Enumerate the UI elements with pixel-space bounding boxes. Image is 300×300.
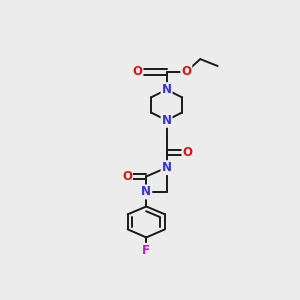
Text: N: N <box>141 185 151 198</box>
Text: N: N <box>161 161 172 174</box>
Text: F: F <box>142 244 150 257</box>
Text: N: N <box>161 114 172 127</box>
Text: O: O <box>122 170 132 183</box>
Text: N: N <box>161 83 172 96</box>
Text: O: O <box>133 65 142 78</box>
Text: O: O <box>182 146 193 159</box>
Text: O: O <box>181 65 191 78</box>
